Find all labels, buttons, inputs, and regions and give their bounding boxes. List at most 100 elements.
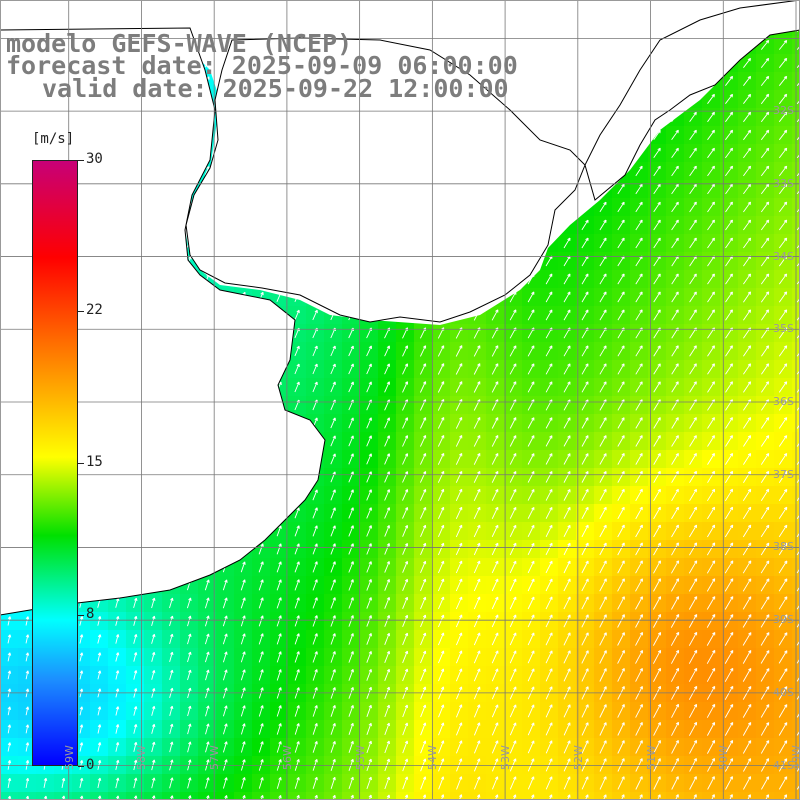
wind-arrow xyxy=(778,488,788,501)
wind-cell xyxy=(18,792,37,800)
wind-arrow xyxy=(115,706,120,716)
wind-arrow xyxy=(133,652,138,662)
wind-arrow xyxy=(671,596,680,610)
wind-arrow xyxy=(240,633,246,645)
wind-arrow xyxy=(455,345,463,357)
wind-arrow xyxy=(743,417,752,429)
wind-arrow xyxy=(581,309,589,321)
wind-arrow xyxy=(204,633,210,645)
wind-arrow xyxy=(7,706,12,716)
wind-arrow xyxy=(653,435,661,447)
wind-arrow xyxy=(455,650,463,664)
wind-arrow xyxy=(509,345,517,357)
wind-arrow xyxy=(527,489,535,501)
wind-cell xyxy=(324,792,343,800)
wind-cell xyxy=(144,792,163,800)
wind-arrow xyxy=(689,524,698,538)
latitude-label: 39S xyxy=(773,613,794,627)
wind-arrow xyxy=(330,417,336,429)
wind-arrow xyxy=(437,542,445,556)
wind-arrow xyxy=(707,273,715,285)
wind-arrow xyxy=(707,147,715,159)
wind-arrow xyxy=(438,740,445,754)
wind-arrow xyxy=(240,705,246,717)
wind-arrow xyxy=(276,705,282,717)
wind-arrow xyxy=(725,309,733,321)
wind-arrow xyxy=(778,614,788,628)
wind-arrow xyxy=(79,777,84,788)
wind-arrow xyxy=(25,760,30,770)
wind-arrow xyxy=(617,596,625,610)
wind-arrow xyxy=(617,632,625,646)
wind-arrow xyxy=(707,435,715,447)
wind-arrow xyxy=(366,579,372,591)
wind-arrow xyxy=(473,542,481,556)
wind-arrow xyxy=(404,794,409,800)
wind-arrow xyxy=(581,471,589,483)
wind-arrow xyxy=(778,291,788,303)
wind-arrow xyxy=(725,435,733,447)
wind-arrow xyxy=(783,794,788,800)
wind-arrow xyxy=(617,578,625,592)
wind-arrow xyxy=(760,524,770,538)
wind-arrow xyxy=(366,597,372,609)
wind-arrow xyxy=(240,561,246,573)
wind-arrow xyxy=(491,632,499,646)
wind-arrow xyxy=(169,705,174,717)
wind-arrow xyxy=(671,219,679,231)
wind-arrow xyxy=(491,363,499,375)
wind-arrow xyxy=(563,650,571,664)
wind-arrow xyxy=(7,777,12,788)
wind-arrow xyxy=(115,795,120,800)
wind-arrow xyxy=(581,488,589,501)
wind-cell xyxy=(216,792,235,800)
wind-arrow xyxy=(473,614,481,628)
wind-arrow xyxy=(330,453,336,465)
land-brazil-coast xyxy=(584,0,800,201)
wind-arrow xyxy=(455,452,463,465)
wind-arrow xyxy=(599,363,607,375)
wind-arrow xyxy=(205,669,210,681)
wind-arrow xyxy=(742,578,752,592)
wind-arrow xyxy=(366,722,372,735)
wind-arrow xyxy=(61,795,66,800)
wind-arrow xyxy=(276,669,282,681)
wind-arrow xyxy=(760,542,770,556)
wind-arrow xyxy=(724,524,734,538)
wind-arrow xyxy=(151,777,156,789)
wind-arrow xyxy=(635,453,643,465)
wind-cell xyxy=(648,792,667,800)
wind-arrow xyxy=(689,453,697,465)
wind-arrow xyxy=(366,489,372,501)
wind-arrow xyxy=(527,758,535,772)
wind-arrow xyxy=(796,135,800,141)
wind-arrow xyxy=(760,165,770,177)
wind-arrow xyxy=(79,634,84,644)
wind-arrow xyxy=(796,567,800,574)
wind-arrow xyxy=(688,578,698,592)
wind-arrow xyxy=(653,740,661,754)
wind-arrow xyxy=(563,596,571,610)
wind-arrow xyxy=(169,615,174,627)
wind-arrow xyxy=(151,759,156,771)
wind-arrow xyxy=(402,740,409,754)
wind-arrow xyxy=(258,705,264,717)
wind-arrow xyxy=(348,704,354,717)
wind-arrow xyxy=(384,471,391,483)
wind-cell xyxy=(288,792,307,800)
wind-cell xyxy=(108,792,127,800)
wind-arrow xyxy=(509,668,517,682)
wind-arrow xyxy=(635,506,643,520)
wind-arrow xyxy=(509,596,517,610)
wind-cell xyxy=(630,792,649,800)
wind-arrow xyxy=(581,776,589,790)
wind-arrow xyxy=(671,578,680,592)
wind-arrow xyxy=(527,291,535,303)
wind-arrow xyxy=(402,578,409,591)
wind-arrow xyxy=(689,542,698,556)
wind-arrow xyxy=(742,722,752,736)
wind-arrow xyxy=(402,381,409,393)
wind-arrow xyxy=(276,741,282,753)
wind-arrow xyxy=(509,740,517,754)
wind-arrow xyxy=(455,632,463,646)
